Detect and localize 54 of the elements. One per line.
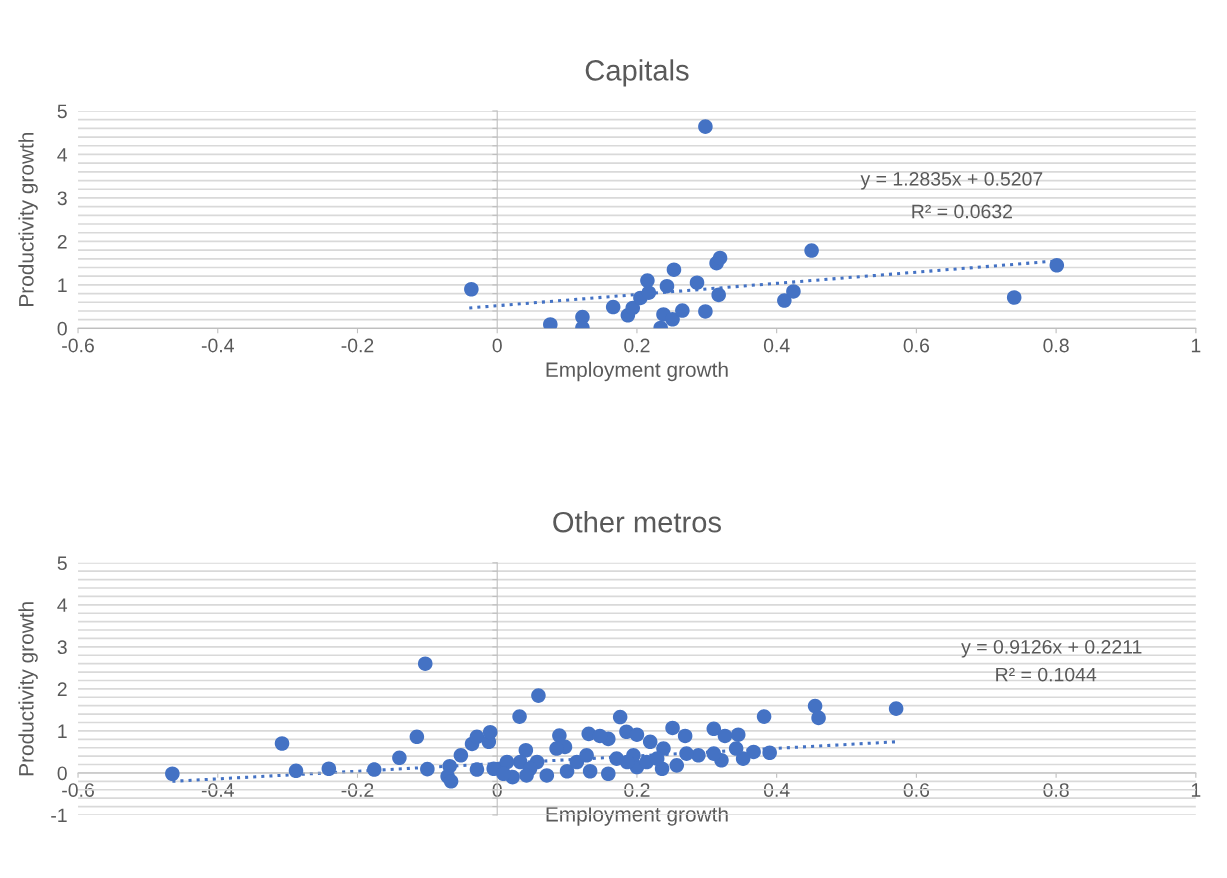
x-tick-label: 1 bbox=[1191, 338, 1201, 353]
x-tick-label: 0.8 bbox=[1043, 338, 1069, 353]
y-tick-label: 3 bbox=[57, 191, 67, 206]
point bbox=[640, 273, 655, 288]
point bbox=[675, 303, 690, 318]
annotation: R² = 0.1044 bbox=[996, 667, 1097, 682]
point bbox=[698, 119, 713, 134]
x-axis-title: Employment growth bbox=[546, 361, 728, 382]
x-tick-label: -0.2 bbox=[341, 338, 374, 353]
point bbox=[712, 250, 728, 266]
y-tick-label: 1 bbox=[58, 724, 67, 738]
x-axis-title: Employment growth bbox=[546, 806, 728, 826]
point bbox=[711, 287, 726, 303]
chart-title: Other metros bbox=[553, 511, 721, 533]
y-tick-label: 1 bbox=[58, 278, 67, 292]
point bbox=[777, 293, 792, 308]
annotation: y = 1.2835x + 0.5207 bbox=[860, 172, 1043, 190]
y-tick-label: 4 bbox=[57, 598, 68, 612]
x-tick-label: 0.2 bbox=[624, 783, 650, 797]
annotation: R² = 0.0632 bbox=[912, 204, 1012, 219]
y-tick-label: 4 bbox=[57, 148, 68, 162]
y-axis-title: Productivity growth bbox=[18, 602, 38, 776]
x-tick-label: 0.2 bbox=[624, 338, 650, 353]
point bbox=[605, 299, 621, 315]
x-tick-label: 0 bbox=[492, 338, 502, 353]
y-tick-label: 5 bbox=[57, 556, 67, 571]
x-tick-label: 0.6 bbox=[903, 338, 930, 353]
point bbox=[689, 275, 705, 290]
point bbox=[1049, 258, 1065, 273]
point bbox=[543, 317, 558, 329]
y-tick-label: 0 bbox=[57, 766, 67, 781]
y-tick-label: -1 bbox=[51, 808, 67, 823]
y-tick-label: 5 bbox=[57, 104, 67, 119]
x-tick-label: -0.6 bbox=[62, 338, 94, 353]
annotation: y = 0.9126x + 0.2211 bbox=[961, 639, 1142, 658]
y-tick-label: 3 bbox=[57, 640, 67, 655]
x-tick-label: 0.4 bbox=[763, 338, 790, 353]
x-tick-label: -0.4 bbox=[201, 338, 234, 353]
point bbox=[786, 284, 801, 299]
point bbox=[804, 243, 819, 258]
x-tick-label: 1 bbox=[1191, 783, 1201, 797]
point bbox=[625, 300, 641, 316]
point bbox=[641, 285, 657, 300]
point bbox=[666, 262, 682, 277]
point bbox=[1006, 290, 1022, 305]
point bbox=[464, 281, 479, 297]
chart-title: Capitals bbox=[585, 59, 689, 87]
y-tick-label: 2 bbox=[57, 682, 67, 696]
point bbox=[698, 304, 713, 319]
point bbox=[659, 278, 675, 294]
y-tick-label: 2 bbox=[57, 234, 67, 249]
point bbox=[665, 311, 680, 327]
y-tick-label: 0 bbox=[57, 321, 67, 336]
y-axis-title: Productivity growth bbox=[18, 133, 38, 306]
